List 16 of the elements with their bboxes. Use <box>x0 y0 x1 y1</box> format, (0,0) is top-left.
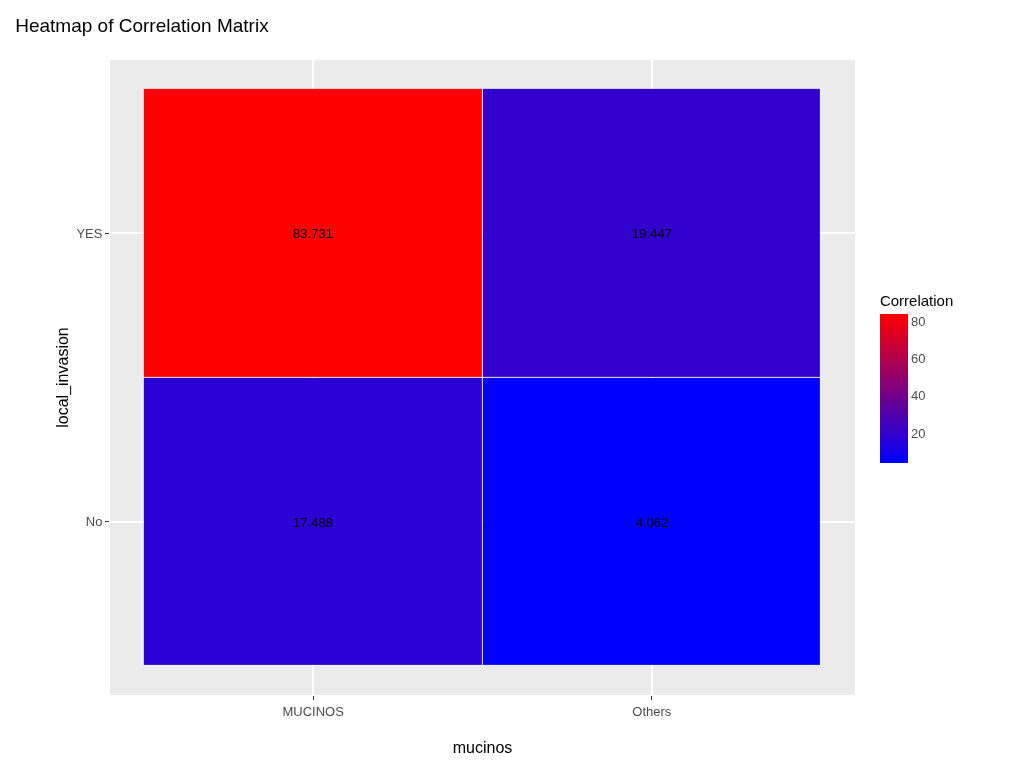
data-label: 4.062 <box>635 514 669 530</box>
x-axis-title: mucinos <box>452 739 513 756</box>
y-tick-label: No <box>85 514 103 530</box>
chart-title: Heatmap of Correlation Matrix <box>15 15 270 37</box>
color-bar-label: 20 <box>911 425 926 441</box>
y-axis-title: local_invasion <box>54 327 72 428</box>
color-bar-label: 80 <box>911 313 926 329</box>
y-tick-label: YES <box>76 225 103 241</box>
x-tick-label: Others <box>632 703 672 719</box>
color-bar-label: 40 <box>911 388 926 404</box>
color-bar-title: Correlation <box>879 292 954 310</box>
data-label: 19.447 <box>632 225 672 241</box>
data-label: 83.731 <box>293 225 333 241</box>
data-label: 17.488 <box>293 514 333 530</box>
x-tick-label: MUCINOS <box>282 703 345 719</box>
color-bar-label: 60 <box>911 350 926 366</box>
